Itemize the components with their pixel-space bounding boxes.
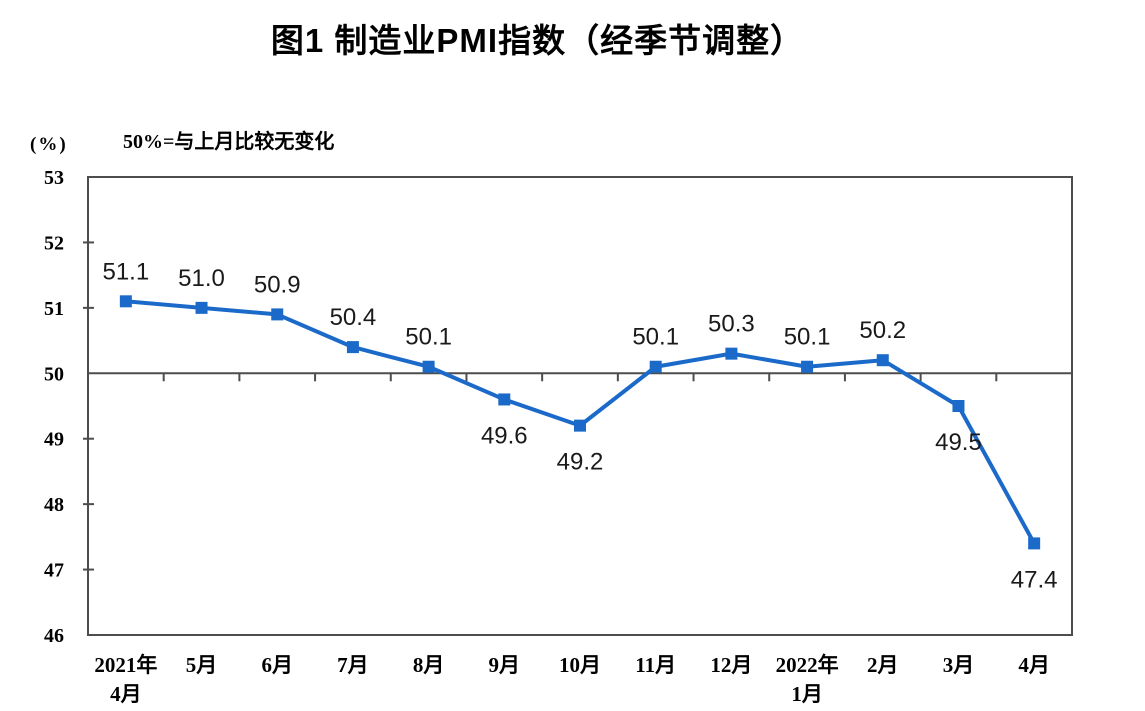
x-axis-category-label: 11月 bbox=[635, 653, 676, 677]
data-point-marker bbox=[119, 295, 132, 308]
x-axis-category-label: 7月 bbox=[337, 653, 369, 677]
x-axis-category-label: 3月 bbox=[943, 653, 975, 677]
data-point-label: 50.1 bbox=[632, 324, 679, 351]
data-point-marker bbox=[801, 360, 814, 373]
data-point-label: 50.2 bbox=[859, 317, 906, 344]
y-axis-tick-label: 51 bbox=[44, 298, 64, 320]
data-point-label: 50.1 bbox=[405, 324, 452, 351]
data-point-label: 47.4 bbox=[1011, 566, 1058, 593]
plot-area-border bbox=[87, 176, 1073, 636]
x-axis-category-label: 1月 bbox=[791, 682, 823, 706]
data-point-marker bbox=[422, 360, 435, 373]
data-point-marker bbox=[1028, 537, 1041, 550]
x-axis-category-label: 2021年 bbox=[94, 653, 157, 677]
reference-line-annotation: 50%=与上月比较无变化 bbox=[123, 129, 334, 153]
y-axis-tick-label: 53 bbox=[44, 167, 64, 189]
data-point-label: 49.5 bbox=[935, 429, 982, 456]
data-point-marker bbox=[346, 341, 359, 354]
data-point-marker bbox=[725, 347, 738, 360]
y-axis-unit-label: (%) bbox=[30, 134, 68, 155]
data-point-marker bbox=[952, 400, 965, 412]
data-point-label: 50.1 bbox=[784, 324, 831, 351]
data-point-marker bbox=[574, 419, 586, 432]
data-point-marker bbox=[876, 354, 889, 367]
x-axis-category-label: 2月 bbox=[867, 653, 899, 677]
data-point-marker bbox=[195, 301, 208, 314]
data-point-label: 49.6 bbox=[481, 422, 528, 449]
data-point-label: 50.9 bbox=[254, 271, 301, 298]
y-axis-tick-label: 52 bbox=[44, 232, 64, 254]
x-axis-category-label: 4月 bbox=[1018, 653, 1050, 677]
x-axis-category-label: 6月 bbox=[261, 653, 293, 677]
x-axis-category-label: 8月 bbox=[413, 653, 445, 677]
x-axis-category-label: 4月 bbox=[110, 682, 142, 706]
data-point-marker bbox=[271, 308, 284, 321]
data-point-marker bbox=[649, 360, 662, 373]
x-axis-category-label: 9月 bbox=[489, 653, 521, 677]
x-axis-category-label: 2022年 bbox=[776, 653, 839, 677]
chart-title: 图1 制造业PMI指数（经季节调整） bbox=[270, 22, 805, 59]
data-point-label: 51.1 bbox=[102, 258, 149, 285]
y-axis-tick-label: 47 bbox=[44, 560, 64, 582]
plot-area: 46 47 48 49 50 51 52 53 2021年 4月 5月 6月 7月 8月 9月 10月 11月 1… bbox=[44, 167, 1073, 706]
data-point-label: 51.0 bbox=[178, 265, 225, 292]
y-axis-tick-label: 46 bbox=[44, 625, 64, 647]
y-axis-tick-label: 49 bbox=[44, 429, 64, 451]
data-point-label: 50.3 bbox=[708, 311, 755, 338]
y-axis-tick-label: 48 bbox=[44, 494, 64, 516]
data-point-label: 49.2 bbox=[557, 449, 604, 476]
x-axis-category-label: 12月 bbox=[710, 653, 752, 677]
y-axis-tick-label: 50 bbox=[44, 363, 64, 385]
data-point-label: 50.4 bbox=[330, 304, 377, 331]
x-axis-category-label: 10月 bbox=[559, 653, 601, 677]
x-axis-category-label: 5月 bbox=[186, 653, 218, 677]
data-point-marker bbox=[498, 393, 511, 406]
